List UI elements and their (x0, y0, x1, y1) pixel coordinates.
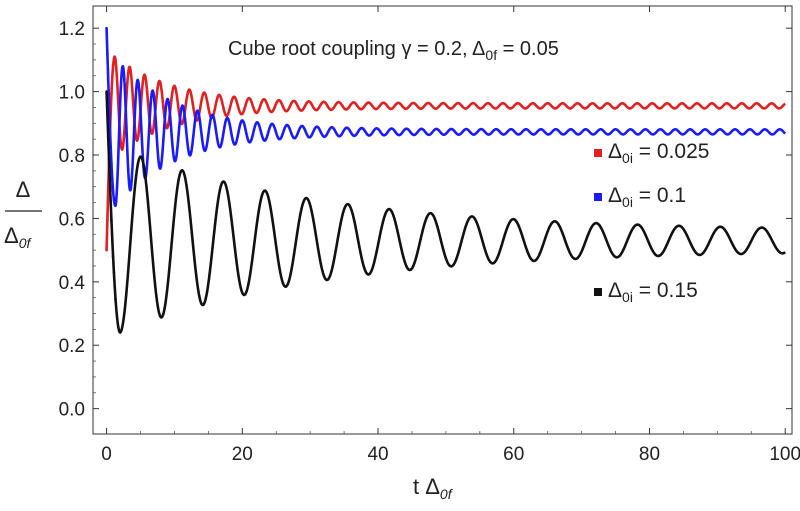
series-point (109, 199, 112, 203)
plot-frame (92, 5, 793, 435)
series-point (106, 112, 109, 116)
x-tick-label: 40 (367, 444, 388, 465)
series-line (105, 28, 787, 208)
legend-item-red: Δ0i = 0.025 (594, 140, 709, 166)
series-point (112, 198, 116, 201)
legend-swatch-red (594, 149, 602, 157)
chart-title: Cube root coupling γ = 0.2, Δ0f = 0.05 (228, 38, 559, 63)
series-point (111, 189, 115, 193)
series-point (110, 76, 114, 80)
x-tick-label: 100 (769, 444, 800, 465)
y-tick-label: 1.0 (59, 83, 85, 104)
y-tick-label: 0.2 (59, 336, 85, 357)
series-line (105, 55, 787, 251)
series-point (111, 255, 115, 258)
series-point (110, 162, 113, 166)
series-point (105, 26, 108, 30)
series-point (108, 124, 112, 127)
x-tick-label: 80 (639, 444, 660, 465)
y-label-numerator: Δ (16, 177, 31, 202)
legend-swatch-blue (594, 193, 602, 201)
legend-label-black: Δ0i = 0.15 (608, 279, 698, 305)
series-point (110, 237, 114, 241)
y-tick-label: 0.6 (59, 209, 85, 230)
x-tick-label: 60 (503, 444, 524, 465)
y-axis-label: Δ Δ0f (4, 177, 42, 251)
series-point (111, 64, 115, 68)
x-axis-label: t Δ0f (413, 474, 454, 502)
series-point (110, 219, 113, 223)
series-point (112, 271, 116, 274)
series-point (105, 90, 108, 93)
series-point (106, 77, 110, 81)
series-point (113, 55, 117, 59)
legend-swatch-black (594, 288, 602, 296)
y-tick-label: 0.8 (59, 146, 85, 167)
series-point (107, 157, 111, 161)
series-1 (105, 26, 787, 208)
series-2 (105, 90, 787, 334)
y-tick-label: 0.0 (59, 400, 85, 421)
legend: Δ0i = 0.025 Δ0i = 0.1 Δ0i = 0.15 (594, 140, 709, 305)
series-point (114, 297, 117, 301)
series-point (106, 135, 110, 139)
series-point (106, 52, 109, 56)
legend-item-black: Δ0i = 0.15 (594, 279, 698, 305)
x-tick-label: 20 (232, 444, 253, 465)
y-tick-label: 0.4 (59, 273, 86, 294)
legend-label-red: Δ0i = 0.025 (608, 140, 709, 166)
legend-item-blue: Δ0i = 0.1 (594, 184, 686, 210)
y-tick-label: 1.2 (59, 19, 85, 40)
series-point (110, 177, 114, 181)
series-point (108, 179, 112, 182)
legend-label-blue: Δ0i = 0.1 (608, 184, 686, 210)
series-point (105, 248, 108, 252)
series-point (109, 144, 112, 148)
y-label-denominator: Δ0f (4, 223, 32, 251)
series-point (114, 204, 117, 207)
series-line (105, 91, 787, 334)
series-point (110, 92, 113, 95)
series-point (113, 285, 117, 288)
series-layer (105, 26, 787, 334)
series-point (114, 58, 117, 62)
series-point (106, 189, 110, 192)
x-tick-label: 0 (101, 444, 112, 465)
axis-ticks: 0 20 40 60 80 100 0.0 0.2 0.4 0.6 0.8 1.0 1.2 (59, 6, 800, 465)
series-point (107, 101, 111, 105)
series-point (106, 218, 109, 222)
